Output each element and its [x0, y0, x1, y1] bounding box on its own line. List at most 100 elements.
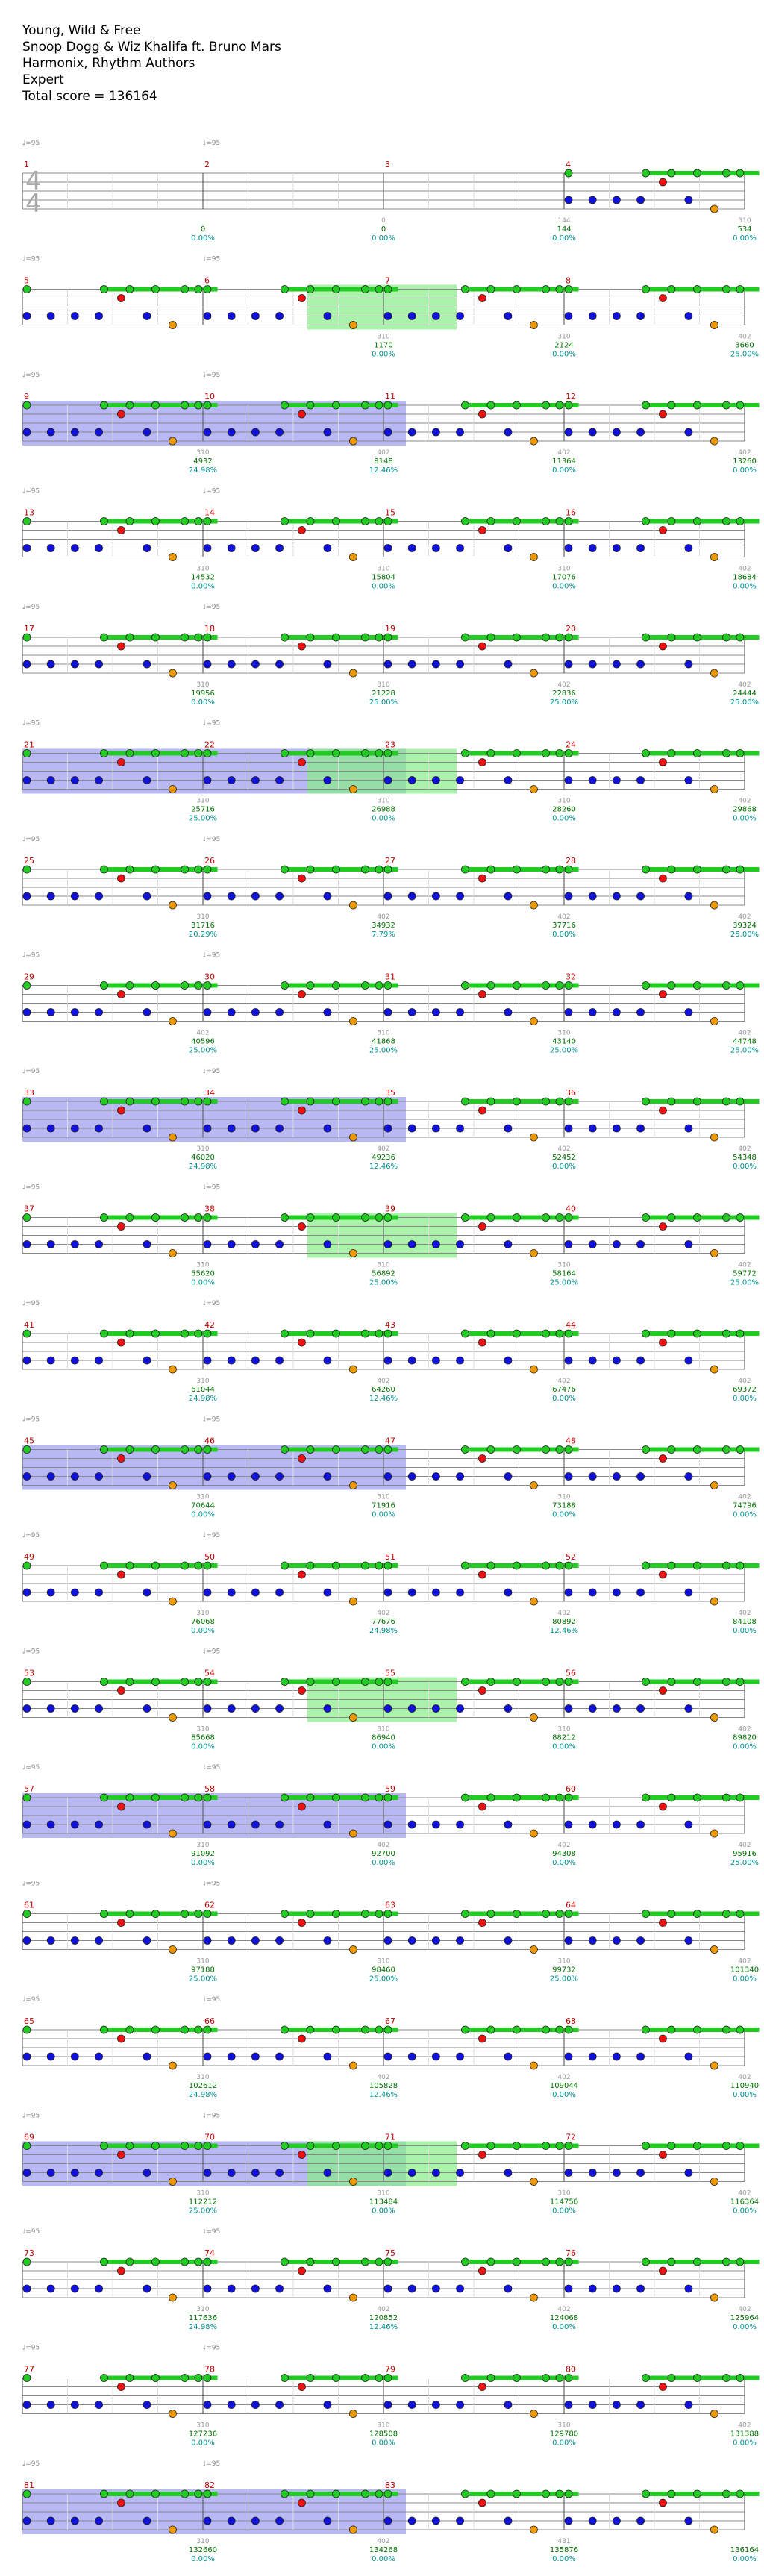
- note-gem: [642, 1678, 650, 1686]
- note-gem: [181, 1910, 189, 1918]
- note-gem: [349, 1481, 357, 1489]
- note-gem: [542, 517, 550, 525]
- note-gem: [642, 2025, 650, 2034]
- measure-gem-score: 144: [557, 217, 570, 225]
- note-gem: [636, 1472, 645, 1481]
- note-gem: [461, 401, 469, 410]
- note-gem: [588, 1472, 597, 1481]
- note-gem: [46, 2516, 55, 2525]
- note-gem: [530, 1713, 538, 1722]
- note-gem: [227, 1240, 236, 1248]
- bpm-label: ♩=95: [22, 836, 40, 843]
- note-gem: [194, 1097, 203, 1106]
- measure-percent: 0.00%: [552, 815, 576, 823]
- note-gem: [710, 2410, 718, 2418]
- measure-number: 25: [24, 856, 34, 866]
- measure-percent: 0.00%: [733, 1627, 757, 1635]
- measure-gem-score: 402: [738, 1958, 751, 1966]
- note-gem: [125, 1213, 134, 1222]
- note-gem: [383, 1678, 392, 1686]
- note-gem: [95, 1588, 103, 1597]
- measure-cumulative-score: 76068: [191, 1618, 215, 1626]
- measure-percent: 25.00%: [550, 698, 578, 707]
- note-gem: [461, 1793, 469, 1802]
- measure-number: 15: [385, 508, 395, 518]
- note-gem: [281, 1097, 289, 1106]
- measure-gem-score: 402: [738, 2190, 751, 2198]
- note-gem: [70, 2401, 79, 2409]
- bpm-label: ♩=95: [203, 604, 220, 611]
- note-gem: [684, 1588, 693, 1597]
- note-gem: [383, 776, 392, 784]
- note-gem: [22, 776, 31, 784]
- note-gem: [456, 1008, 464, 1016]
- note-gem: [298, 2034, 306, 2043]
- note-gem: [251, 2169, 260, 2177]
- note-gem: [612, 196, 621, 204]
- note-gem: [95, 1008, 103, 1016]
- note-gem: [275, 1356, 284, 1365]
- note-gem: [530, 785, 538, 793]
- note-gem: [117, 2266, 125, 2275]
- measure-number: 79: [385, 2365, 395, 2375]
- note-gem: [298, 758, 306, 766]
- measure-cumulative-score: 534: [737, 225, 751, 234]
- measure-number: 56: [566, 1669, 576, 1678]
- note-gem: [659, 642, 667, 651]
- note-gem: [227, 776, 236, 784]
- note-gem: [203, 1793, 212, 1802]
- note-gem: [612, 1820, 621, 1829]
- note-gem: [375, 865, 383, 874]
- note-gem: [736, 749, 745, 757]
- note-gem: [181, 1678, 189, 1686]
- note-gem: [100, 2025, 108, 2034]
- note-gem: [684, 544, 693, 552]
- note-gem: [542, 401, 550, 410]
- note-gem: [117, 2151, 125, 2159]
- note-gem: [478, 1454, 486, 1463]
- note-gem: [332, 1793, 340, 1802]
- note-gem: [203, 2142, 212, 2150]
- note-gem: [22, 2489, 31, 2498]
- note-gem: [555, 285, 564, 293]
- note-gem: [612, 2052, 621, 2061]
- sustain-tail: [336, 1795, 386, 1800]
- note-gem: [383, 633, 392, 642]
- note-gem: [383, 1910, 392, 1918]
- bpm-label: ♩=95: [22, 372, 40, 379]
- note-gem: [513, 981, 521, 990]
- note-gem: [542, 865, 550, 874]
- note-gem: [636, 1124, 645, 1133]
- note-gem: [710, 1945, 718, 1954]
- note-gem: [588, 1820, 597, 1829]
- measure-number: 74: [204, 2248, 215, 2258]
- note-gem: [143, 1008, 151, 1016]
- measure-cumulative-score: 17076: [552, 574, 576, 582]
- note-gem: [486, 749, 495, 757]
- note-gem: [227, 1008, 236, 1016]
- measure-gem-score: 310: [377, 2422, 389, 2430]
- note-gem: [642, 1329, 650, 1338]
- note-gem: [100, 1678, 108, 1686]
- note-gem: [100, 1097, 108, 1106]
- note-gem: [693, 2025, 701, 2034]
- measure-gem-score: 402: [557, 2306, 570, 2313]
- note-gem: [461, 1561, 469, 1570]
- note-gem: [361, 633, 369, 642]
- note-gem: [46, 1704, 55, 1713]
- note-gem: [636, 1356, 645, 1365]
- measure-number: 67: [385, 2016, 395, 2026]
- note-gem: [22, 2401, 31, 2409]
- note-gem: [564, 285, 573, 293]
- note-gem: [588, 1240, 597, 1248]
- note-gem: [456, 1124, 464, 1133]
- measure-percent: 24.98%: [189, 1395, 217, 1403]
- note-gem: [542, 2257, 550, 2266]
- note-gem: [22, 1472, 31, 1481]
- note-gem: [181, 1561, 189, 1570]
- note-gem: [407, 428, 416, 437]
- note-gem: [486, 2374, 495, 2382]
- note-gem: [70, 892, 79, 901]
- note-gem: [564, 1588, 573, 1597]
- note-gem: [203, 2516, 212, 2525]
